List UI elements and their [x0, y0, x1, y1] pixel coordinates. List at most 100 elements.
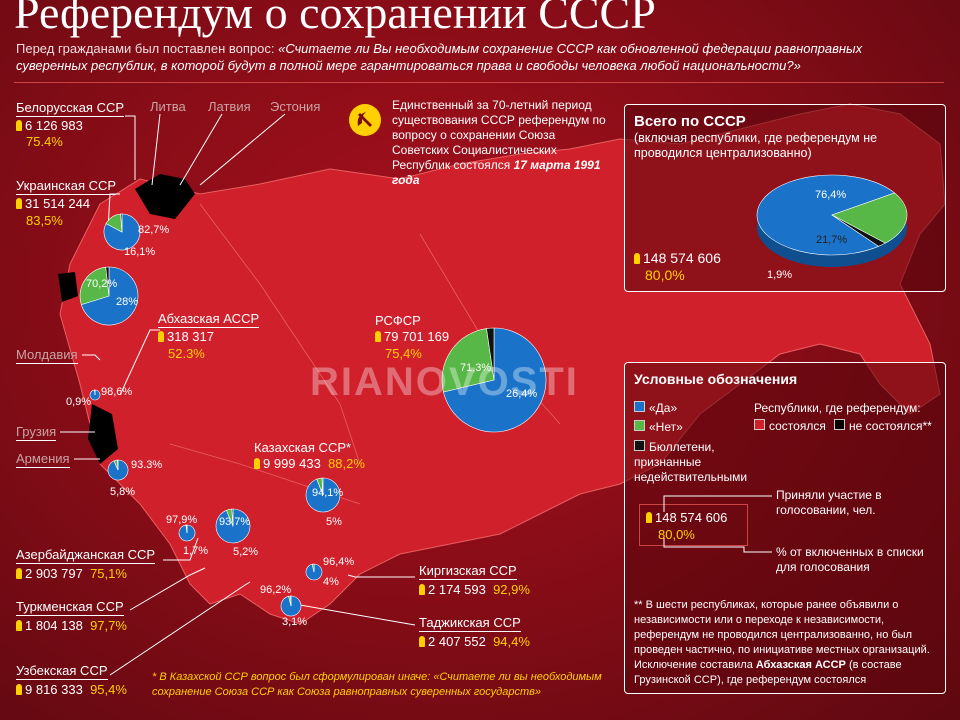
- intro-note-text: Единственный за 70-летний период существ…: [392, 98, 606, 172]
- voter-icon: [16, 120, 22, 131]
- voters-kazakhstan: 9 999 433: [263, 456, 321, 471]
- label-kyrgyzstan: Киргизская ССР: [419, 563, 517, 580]
- legend-invalid-label: Бюллетени, признанные недействительными: [634, 440, 748, 484]
- legend-box: [624, 362, 946, 694]
- voters-abkhazia: 318 317: [167, 329, 214, 344]
- pie-slice-yes: [80, 266, 139, 326]
- total-turnout: 80,0%: [645, 267, 685, 283]
- turnout-kazakhstan: 88,2%: [328, 456, 365, 471]
- question-prefix: Перед гражданами был поставлен вопрос:: [16, 41, 279, 56]
- pie-label-rsfsr-no: 26,4%: [506, 388, 538, 400]
- swatch-yes: [634, 401, 645, 412]
- pie-label-ukraine-yes: 70,2%: [86, 278, 118, 290]
- stats-abkhazia: 318 317: [158, 329, 214, 344]
- pie-slice-no: [79, 266, 110, 305]
- swatch-invalid: [634, 440, 645, 451]
- hammer-sickle-icon: [349, 104, 381, 136]
- stats-ukraine: 31 514 244: [16, 196, 90, 211]
- swatch-held: [754, 419, 765, 430]
- label-armenia: Армения: [16, 451, 70, 468]
- voter-icon: [16, 620, 22, 631]
- voters-tajikistan: 2 407 552: [428, 634, 486, 649]
- legend-yes-label: «Да»: [649, 401, 678, 415]
- label-abkhazia: Абхазская АССР: [158, 311, 260, 328]
- caucasus-region: [88, 404, 118, 464]
- label-rsfsr: РСФСР: [375, 313, 421, 328]
- voters-uzbekistan: 9 816 333: [25, 682, 83, 697]
- legend-held: состоялся: [754, 419, 826, 434]
- footnote-tail: (в составе Грузинской ССР), где референд…: [634, 659, 902, 686]
- legend-not-held-label: не состоялся**: [849, 419, 932, 433]
- total-pie-yes-label: 76,4%: [815, 189, 847, 201]
- footnote-kazakhstan: * В Казахской ССР вопрос был сформулиров…: [152, 671, 602, 698]
- pie-label-kazakhstan-yes: 94,1%: [312, 487, 344, 499]
- total-pie-no-label: 21,7%: [816, 234, 848, 246]
- turnout-kyrgyzstan: 92,9%: [493, 582, 530, 597]
- baltic-states: [135, 174, 195, 219]
- turnout-turkmenistan: 97,7%: [90, 618, 127, 633]
- voters-azerbaijan: 2 903 797: [25, 566, 83, 581]
- swatch-no: [634, 420, 645, 431]
- referendum-question: Перед гражданами был поставлен вопрос: «…: [16, 40, 916, 74]
- footnote-exception: Абхазская АССР: [755, 659, 846, 671]
- pie-label-kyrgyzstan-yes: 96,4%: [323, 556, 355, 568]
- legend-no: «Нет»: [634, 420, 683, 435]
- total-voters-value: 148 574 606: [643, 250, 721, 266]
- stats-uzbekistan: 9 816 333 95,4%: [16, 682, 127, 697]
- pie-label-uzbekistan-no: 5,2%: [233, 546, 259, 558]
- total-pie: [756, 174, 908, 267]
- pie-slice-invalid: [231, 508, 234, 527]
- stats-turkmenistan: 1 804 138 97,7%: [16, 618, 127, 633]
- question-text: «Считаете ли Вы необходимым сохранение С…: [16, 41, 863, 73]
- voter-icon: [16, 684, 22, 695]
- legend-republics-label: Республики, где референдум:: [754, 401, 921, 415]
- pie-label-tajikistan-yes: 96,2%: [260, 584, 292, 596]
- stats-tajikistan: 2 407 552 94,4%: [419, 634, 530, 649]
- pie-slice-invalid: [105, 266, 110, 297]
- voter-icon: [16, 568, 22, 579]
- pie-label-tajikistan-no: 3,1%: [282, 616, 308, 628]
- legend-not-held: не состоялся**: [834, 419, 932, 434]
- pie-slice-no: [311, 563, 315, 573]
- label-tajikistan: Таджикская ССР: [419, 615, 521, 632]
- voter-icon: [16, 198, 22, 209]
- voter-icon: [375, 331, 381, 342]
- total-subtitle: (включая республики, где референдум не п…: [634, 131, 878, 160]
- legend-no-label: «Нет»: [649, 420, 683, 434]
- voters-ukraine: 31 514 244: [25, 196, 91, 211]
- label-georgia: Грузия: [16, 424, 57, 441]
- label-turkmenistan: Туркменская ССР: [16, 599, 124, 616]
- stats-azerbaijan: 2 903 797 75,1%: [16, 566, 127, 581]
- legend-example-voters-value: 148 574 606: [655, 510, 728, 525]
- pie-slice-invalid: [321, 477, 324, 496]
- pie-label-kazakhstan-no: 5%: [326, 516, 342, 528]
- label-estonia: Эстония: [270, 99, 321, 114]
- stats-kazakhstan: 9 999 433 88,2%: [254, 456, 365, 471]
- pie-label-abkhazia-no: 0,9%: [66, 396, 92, 408]
- pie-label-kyrgyzstan-no: 4%: [323, 576, 339, 588]
- pie-label-azerbaijan-yes: 93.3%: [131, 459, 163, 471]
- intro-note: Единственный за 70-летний период существ…: [392, 98, 612, 188]
- label-moldova: Молдавия: [16, 347, 78, 364]
- pie-slice-invalid: [120, 213, 123, 233]
- label-belarus: Белорусская ССР: [16, 100, 125, 117]
- voter-icon: [419, 636, 425, 647]
- pie-label-abkhazia-yes: 98,6%: [101, 386, 133, 398]
- total-title: Всего по СССР: [634, 113, 746, 130]
- legend-invalid: Бюллетени, признанные недействительными: [634, 440, 774, 485]
- label-latvia: Латвия: [208, 99, 251, 114]
- pie-label-turkmenistan-no: 1,7%: [183, 545, 209, 557]
- pie-slice-invalid: [486, 327, 495, 381]
- total-pie-invalid-label: 1,9%: [767, 269, 793, 281]
- pie-label-turkmenistan-yes: 97,9%: [166, 514, 198, 526]
- pie-label-rsfsr-yes: 71,3%: [460, 362, 492, 374]
- turnout-azerbaijan: 75,1%: [90, 566, 127, 581]
- turnout-uzbekistan: 95,4%: [90, 682, 127, 697]
- total-pie-slice-yes: [756, 174, 896, 256]
- total-pie-slice-no: [831, 192, 908, 244]
- footnote-not-held: ** В шести республиках, которые ранее об…: [634, 598, 934, 688]
- total-voters: 148 574 606: [634, 250, 721, 266]
- legend-example-turnout: 80,0%: [658, 527, 695, 542]
- stats-belarus: 6 126 983: [16, 118, 83, 133]
- voter-icon: [254, 458, 260, 469]
